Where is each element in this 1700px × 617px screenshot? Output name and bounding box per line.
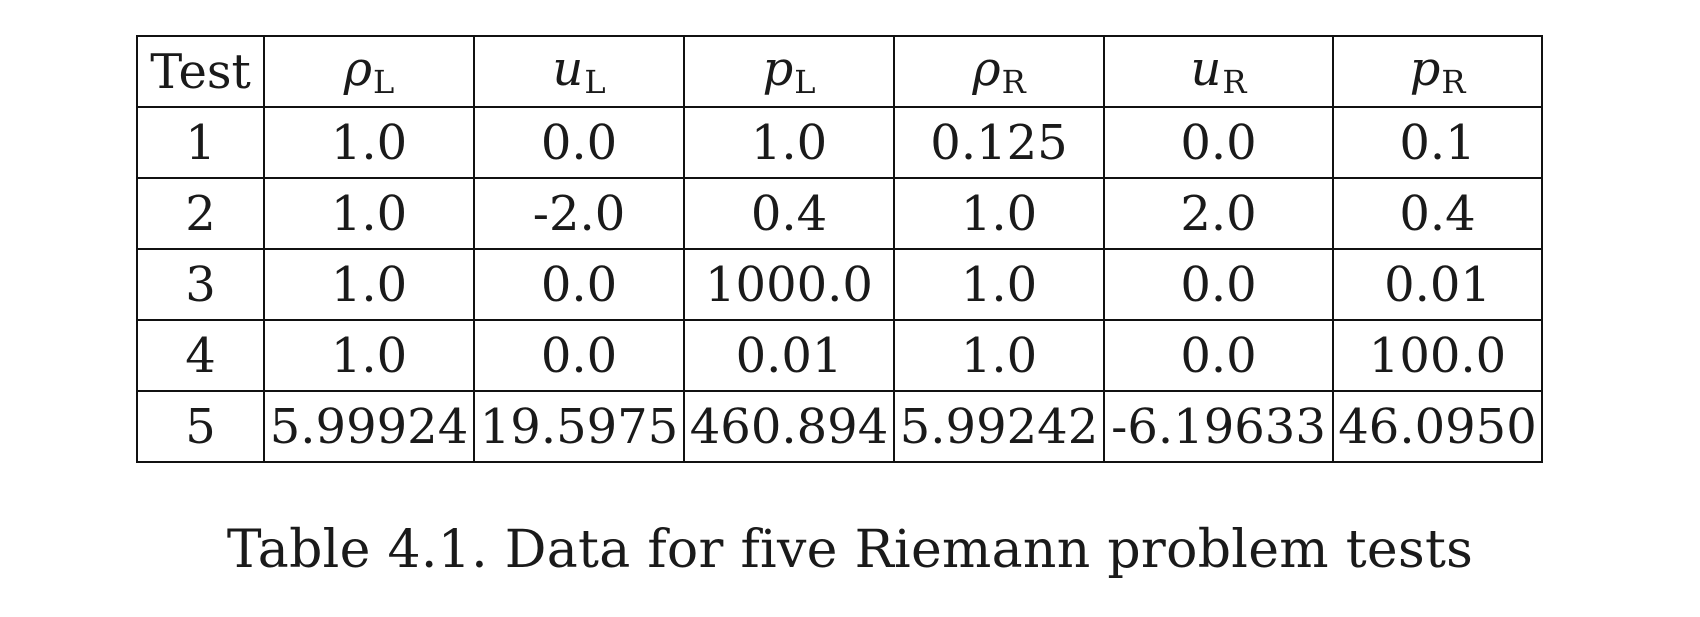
cell-u-left: 0.0 (473, 106, 685, 179)
cell-u-right: -6.19633 (1103, 390, 1334, 463)
cell-p-right: 46.0950 (1332, 390, 1543, 463)
cell-rho-left: 1.0 (263, 248, 475, 321)
cell-test-number: 2 (136, 177, 265, 250)
cell-u-left: -2.0 (473, 177, 685, 250)
header-u-left-symbol: u (552, 41, 584, 97)
cell-u-right: 2.0 (1103, 177, 1334, 250)
header-p-right: pR (1332, 35, 1543, 108)
cell-p-right: 0.01 (1332, 248, 1543, 321)
header-rho-left-subscript: L (372, 63, 395, 101)
cell-rho-right: 5.99242 (893, 390, 1105, 463)
header-rho-left-symbol: ρ (343, 41, 372, 97)
header-rho-right-symbol: ρ (972, 41, 1001, 97)
cell-p-left: 1.0 (683, 106, 895, 179)
cell-p-left: 1000.0 (683, 248, 895, 321)
riemann-data-table: Test ρL uL pL ρR uR pR 1 1.0 0.0 1.0 0.1… (136, 35, 1543, 463)
cell-test-number: 4 (136, 319, 265, 392)
header-p-left: pL (683, 35, 895, 108)
header-rho-right: ρR (893, 35, 1105, 108)
cell-u-right: 0.0 (1103, 248, 1334, 321)
cell-p-right: 0.1 (1332, 106, 1543, 179)
header-p-left-subscript: L (794, 63, 816, 101)
cell-u-right: 0.0 (1103, 106, 1334, 179)
cell-p-left: 0.4 (683, 177, 895, 250)
header-p-right-symbol: p (1409, 41, 1441, 97)
cell-p-left: 0.01 (683, 319, 895, 392)
header-p-right-subscript: R (1441, 63, 1466, 101)
table-row: 2 1.0 -2.0 0.4 1.0 2.0 0.4 (136, 177, 1543, 250)
cell-rho-right: 1.0 (893, 319, 1105, 392)
cell-p-right: 100.0 (1332, 319, 1543, 392)
cell-u-left: 19.5975 (473, 390, 685, 463)
header-rho-right-subscript: R (1001, 63, 1026, 101)
header-u-right-subscript: R (1222, 63, 1247, 101)
table-row: 4 1.0 0.0 0.01 1.0 0.0 100.0 (136, 319, 1543, 392)
cell-p-right: 0.4 (1332, 177, 1543, 250)
cell-u-right: 0.0 (1103, 319, 1334, 392)
cell-test-number: 3 (136, 248, 265, 321)
header-test: Test (136, 35, 265, 108)
table-row: 1 1.0 0.0 1.0 0.125 0.0 0.1 (136, 106, 1543, 179)
header-u-right-symbol: u (1190, 41, 1222, 97)
table-row: 5 5.99924 19.5975 460.894 5.99242 -6.196… (136, 390, 1543, 463)
table-row: 3 1.0 0.0 1000.0 1.0 0.0 0.01 (136, 248, 1543, 321)
cell-test-number: 5 (136, 390, 265, 463)
cell-rho-right: 1.0 (893, 177, 1105, 250)
cell-rho-right: 0.125 (893, 106, 1105, 179)
header-u-left-subscript: L (584, 63, 606, 101)
header-u-right: uR (1103, 35, 1334, 108)
cell-test-number: 1 (136, 106, 265, 179)
table-header-row: Test ρL uL pL ρR uR pR (136, 35, 1543, 108)
cell-u-left: 0.0 (473, 319, 685, 392)
cell-p-left: 460.894 (683, 390, 895, 463)
cell-rho-left: 1.0 (263, 106, 475, 179)
table-caption: Table 4.1. Data for five Riemann problem… (226, 520, 1474, 580)
header-p-left-symbol: p (762, 41, 794, 97)
header-rho-left: ρL (263, 35, 475, 108)
cell-u-left: 0.0 (473, 248, 685, 321)
cell-rho-right: 1.0 (893, 248, 1105, 321)
cell-rho-left: 5.99924 (263, 390, 475, 463)
cell-rho-left: 1.0 (263, 319, 475, 392)
header-u-left: uL (473, 35, 685, 108)
cell-rho-left: 1.0 (263, 177, 475, 250)
